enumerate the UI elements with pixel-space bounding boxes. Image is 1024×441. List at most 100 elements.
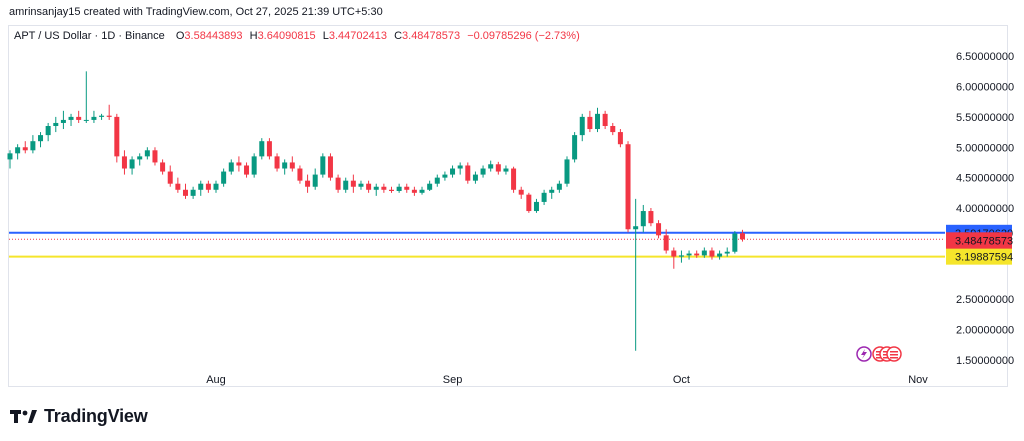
candle-body [480,168,486,175]
candle-body [648,211,654,224]
candle-body [160,162,166,172]
flag-stripe-icon [890,351,898,353]
candle-body [472,174,478,181]
candle-body [236,162,242,166]
candle-body [564,159,570,184]
candle-body [656,223,662,236]
candle-body [526,194,532,212]
candle-body [144,150,150,157]
candle-body [602,113,608,126]
y-tick-label: 4.50000000 [956,173,1014,185]
credit-text: amrinsanjay15 created with TradingView.c… [9,6,383,18]
candle-body [724,251,730,254]
candle-body [53,122,59,126]
y-tick-label: 6.50000000 [956,51,1014,63]
candle-body [190,189,196,196]
candle-body [419,189,425,193]
legend-high-value: 3.64090815 [257,30,316,42]
candle-body [686,253,692,256]
candle-body [533,201,539,212]
candle-body [30,141,36,151]
candle-body [106,115,112,117]
y-tick-label: 2.00000000 [956,324,1014,336]
flag-stripe-icon [890,357,898,359]
candle-body [60,119,66,123]
candle-body [114,116,120,157]
candle-body [266,141,272,157]
candle-body [274,156,280,169]
candle-body [404,186,410,190]
candle-body [457,165,463,169]
candle-body [556,183,562,190]
legend-close-label: C [394,30,403,42]
y-tick-label: 2.50000000 [956,294,1014,306]
candle-body [99,115,105,117]
candle-body [175,183,181,190]
candle-body [182,189,188,196]
flag-stripe-icon [883,357,891,359]
tradingview-logo[interactable]: TradingView [10,404,148,428]
candle-body [45,126,51,136]
candle-body [701,250,707,256]
candle-body [312,174,318,187]
candle-body [450,168,456,175]
candle-body [152,150,158,163]
candle-body [121,156,127,169]
candle-body [366,183,372,190]
x-tick-label: Sep [443,374,463,386]
candle-body [434,177,440,184]
tradingview-logo-icon [10,410,37,423]
candle-body [15,147,21,154]
legend-open-label: O [175,30,185,42]
legend-symbol: APT / US Dollar · 1D · Binance [14,30,165,42]
candle-body [91,116,97,120]
candle-body [694,253,700,256]
x-tick-label: Oct [673,374,690,386]
y-tick-label: 6.00000000 [956,82,1014,94]
legend-open-value: 3.58443893 [184,30,243,42]
candle-body [358,183,364,187]
lightning-glyph-icon [861,349,867,359]
candle-body [549,189,555,193]
candle-body [297,168,303,181]
candle-body [68,116,74,120]
y-tick-label: 5.00000000 [956,142,1014,154]
candle-body [320,156,326,175]
candle-body [381,186,387,190]
candle-body [572,135,578,160]
candle-body [251,156,257,175]
yellow-line-price-tag [946,248,1012,265]
chart-header: amrinsanjay15 created with TradingView.c… [0,0,1024,24]
candle-body [38,135,44,142]
candle-body [633,226,639,230]
candle-body [76,116,82,120]
candle-body [625,144,631,230]
candle-body [22,147,28,151]
candle-body [595,113,601,130]
candle-body [739,233,745,240]
candle-body [579,116,585,136]
candle-body [495,164,501,172]
candle-body [221,171,227,184]
candle-body [213,183,219,190]
candle-body [7,153,13,160]
candle-body [259,141,265,157]
candle-body [488,164,494,169]
candle-body [343,180,349,190]
last-price-label: 3.48478573 [955,235,1013,247]
candle-body [350,180,356,187]
candle-body [83,119,89,121]
candle-body [663,235,669,251]
candle-body [137,156,143,160]
candle-body [205,183,211,190]
candle-body [587,116,593,130]
candle-body [282,162,288,169]
flag-stripe-icon [890,354,898,356]
candle-body [617,132,623,145]
candle-body [305,180,311,187]
candle-body [503,168,509,172]
legend-close-value: 3.48478573 [402,30,461,42]
candle-body [717,253,723,257]
candle-body [610,126,616,133]
